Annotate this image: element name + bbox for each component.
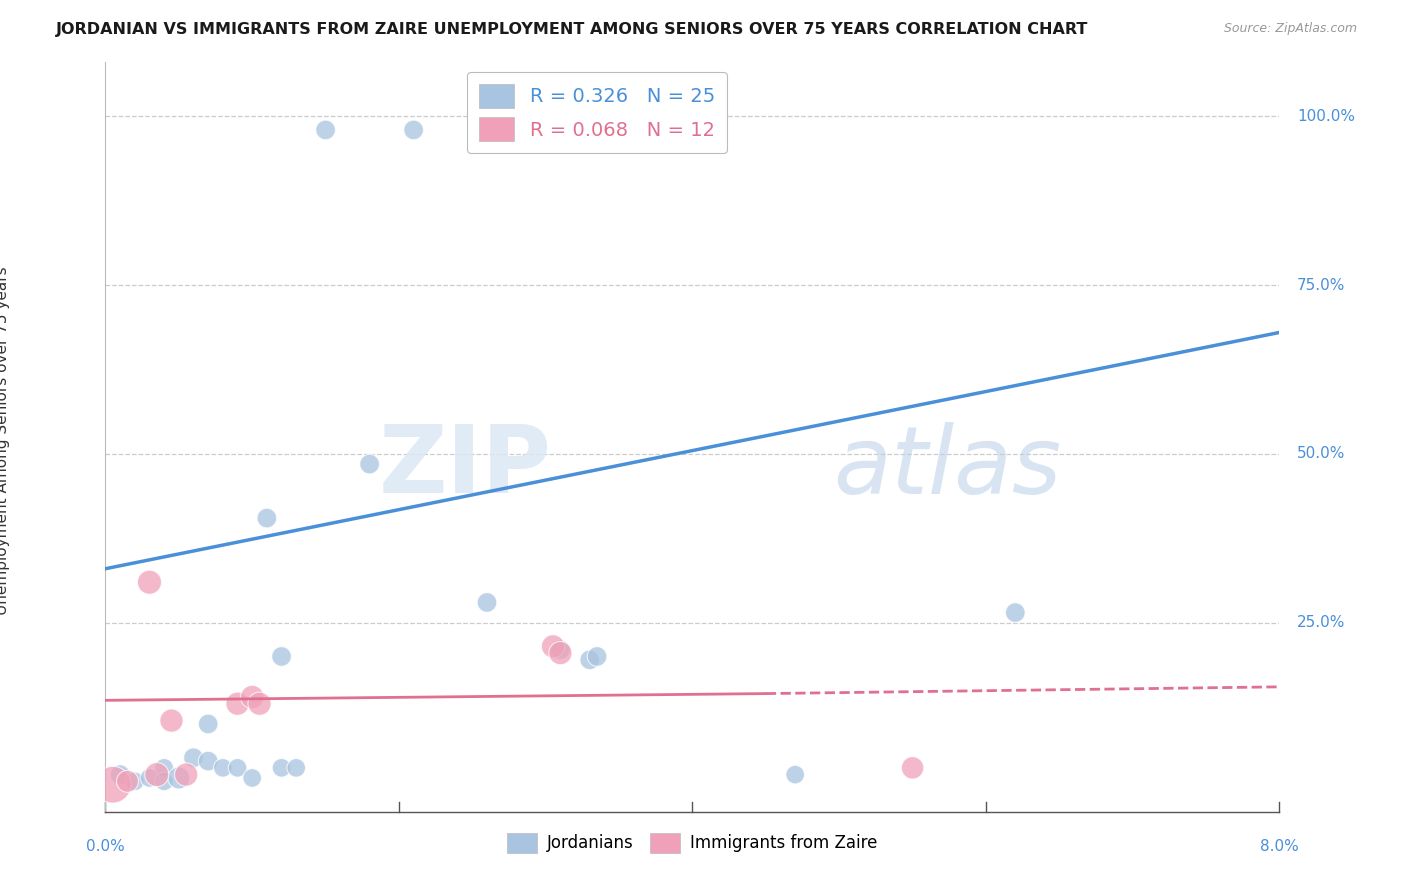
Point bbox=[108, 767, 131, 781]
Text: atlas: atlas bbox=[834, 422, 1062, 513]
Point bbox=[138, 771, 160, 785]
Point bbox=[586, 649, 609, 664]
Point bbox=[270, 761, 292, 775]
Text: Source: ZipAtlas.com: Source: ZipAtlas.com bbox=[1223, 22, 1357, 36]
Point bbox=[785, 767, 807, 781]
Text: 50.0%: 50.0% bbox=[1298, 447, 1346, 461]
Point bbox=[249, 697, 271, 711]
Point bbox=[146, 767, 169, 781]
Point bbox=[153, 774, 176, 789]
Point bbox=[124, 774, 146, 789]
Point bbox=[226, 761, 249, 775]
Point bbox=[475, 595, 498, 609]
Point bbox=[240, 690, 263, 704]
Point bbox=[101, 778, 124, 792]
Text: 8.0%: 8.0% bbox=[1260, 838, 1299, 854]
Point bbox=[578, 653, 600, 667]
Point bbox=[197, 754, 219, 768]
Point bbox=[285, 761, 308, 775]
Text: JORDANIAN VS IMMIGRANTS FROM ZAIRE UNEMPLOYMENT AMONG SENIORS OVER 75 YEARS CORR: JORDANIAN VS IMMIGRANTS FROM ZAIRE UNEMP… bbox=[56, 22, 1088, 37]
Point bbox=[174, 767, 197, 781]
Point bbox=[138, 575, 160, 590]
Point bbox=[167, 771, 190, 785]
Point bbox=[226, 697, 249, 711]
Point bbox=[183, 750, 205, 764]
Point bbox=[402, 123, 425, 137]
Point bbox=[1004, 606, 1026, 620]
Text: 100.0%: 100.0% bbox=[1298, 109, 1355, 124]
Point bbox=[550, 642, 572, 657]
Legend: Jordanians, Immigrants from Zaire: Jordanians, Immigrants from Zaire bbox=[501, 826, 884, 860]
Point bbox=[256, 511, 278, 525]
Point bbox=[211, 761, 233, 775]
Text: ZIP: ZIP bbox=[378, 421, 551, 513]
Point bbox=[901, 761, 924, 775]
Point bbox=[160, 714, 183, 728]
Text: 0.0%: 0.0% bbox=[86, 838, 125, 854]
Text: Unemployment Among Seniors over 75 years: Unemployment Among Seniors over 75 years bbox=[0, 266, 10, 615]
Point bbox=[153, 761, 176, 775]
Point bbox=[270, 649, 292, 664]
Text: 75.0%: 75.0% bbox=[1298, 277, 1346, 293]
Point bbox=[550, 646, 572, 660]
Point bbox=[240, 771, 263, 785]
Point bbox=[315, 123, 337, 137]
Point bbox=[541, 640, 564, 654]
Point bbox=[359, 457, 381, 471]
Point bbox=[117, 774, 139, 789]
Text: 25.0%: 25.0% bbox=[1298, 615, 1346, 631]
Point bbox=[197, 717, 219, 731]
